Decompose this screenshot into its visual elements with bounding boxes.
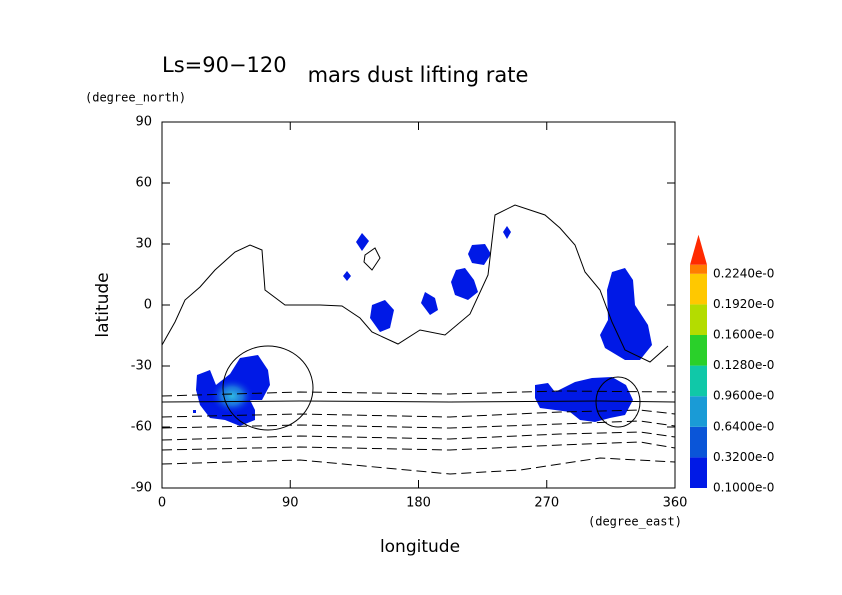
dust-region (343, 271, 351, 281)
contour-line (222, 345, 314, 431)
x-axis-label: longitude (380, 537, 460, 557)
colorbar-label: 0.6400e-0 (713, 419, 774, 433)
colorbar-box (690, 426, 707, 458)
chart-title: mars dust lifting rate (308, 63, 529, 87)
y-unit: (degree_north) (85, 91, 186, 105)
colorbar-label: 0.1920e-0 (713, 297, 774, 311)
contour-line (161, 400, 676, 403)
dust-region (421, 292, 438, 315)
x-tick-label: 360 (663, 496, 688, 511)
y-tick-label: 60 (135, 176, 152, 191)
colorbar-arrow (690, 234, 707, 265)
x-tick-label: 180 (406, 496, 431, 511)
colorbar-label: 0.1280e-0 (713, 358, 774, 372)
y-tick-label: -60 (131, 420, 152, 435)
dust-region (468, 244, 491, 265)
y-tick-label: -30 (131, 359, 152, 374)
dust-region (193, 410, 196, 413)
dust-region (503, 226, 511, 239)
colorbar-label: 0.2240e-0 (713, 266, 774, 280)
contour-line (161, 420, 676, 429)
contour-line (161, 431, 676, 441)
y-tick-label: 30 (135, 237, 152, 252)
y-tick-label: 0 (144, 298, 152, 313)
contour-line (161, 409, 676, 418)
contours (161, 204, 676, 475)
x-tick-label: 90 (282, 496, 299, 511)
colorbar-box (690, 457, 707, 488)
y-tick-label: 90 (135, 115, 152, 130)
dust-region (535, 377, 633, 422)
contour-line (161, 204, 669, 363)
contour-line (161, 441, 676, 451)
y-axis-label: latitude (93, 272, 113, 337)
x-unit: (degree_east) (588, 515, 682, 529)
x-tick-label: 270 (534, 496, 559, 511)
dust-peak (210, 378, 254, 414)
dust-region (451, 268, 478, 300)
contour-line (161, 390, 676, 397)
contour-line (363, 247, 381, 271)
dust-field (193, 226, 652, 426)
colorbar-box (690, 304, 707, 335)
dust-region (600, 268, 652, 360)
colorbar-box (690, 365, 707, 397)
y-tick-label: -90 (131, 481, 152, 496)
colorbar-label: 0.1000e-0 (713, 481, 774, 495)
dust-region (370, 300, 394, 332)
chart-subtitle: Ls=90−120 (162, 53, 287, 77)
dust-region (356, 233, 369, 251)
colorbar-label: 0.9600e-0 (713, 389, 774, 403)
colorbar-box (690, 264, 707, 274)
colorbar-box (690, 396, 707, 427)
x-tick-label: 0 (158, 496, 166, 511)
colorbar-label: 0.3200e-0 (713, 450, 774, 464)
colorbar-box (690, 335, 707, 366)
contour-line (161, 457, 676, 475)
colorbar-box (690, 273, 707, 305)
colorbar-label: 0.1600e-0 (713, 328, 774, 342)
